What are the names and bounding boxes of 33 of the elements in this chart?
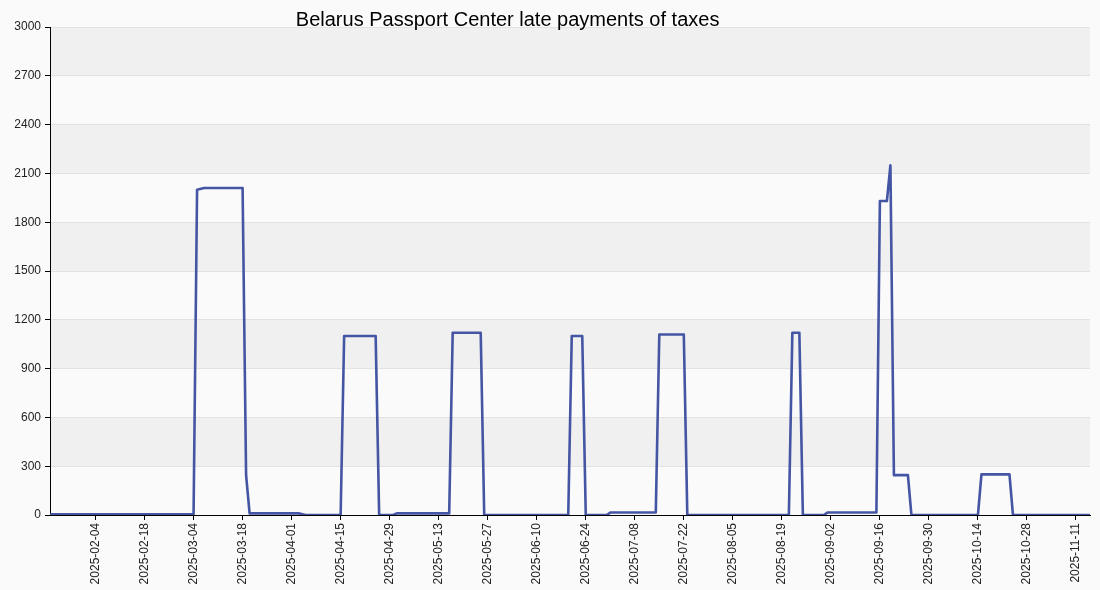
x-tick-label: 2025-04-15 [332, 522, 347, 585]
y-tick-label: 3000 [14, 19, 42, 34]
y-tick-label: 2400 [14, 116, 42, 131]
x-tick-label: 2025-05-13 [431, 522, 445, 585]
y-tick-label: 1800 [14, 214, 42, 229]
y-tick-label: 1200 [14, 312, 42, 327]
y-tick-label: 300 [20, 458, 42, 473]
x-tick-label: 2025-04-29 [381, 522, 396, 585]
y-tick-label: 2100 [14, 165, 42, 180]
x-tick-label: 2025-07-22 [676, 522, 691, 585]
x-tick-label: 2025-04-01 [283, 522, 298, 585]
x-tick-label: 2025-08-05 [725, 522, 740, 585]
x-tick-label: 2025-11-11 [1068, 522, 1083, 583]
y-tick-label: 1500 [14, 263, 42, 278]
x-tick-label: 2025-08-19 [774, 522, 789, 585]
x-tick-label: 2025-05-27 [480, 522, 495, 585]
x-tick-label: 2025-09-02 [823, 522, 838, 585]
y-tick-label: 0 [34, 507, 42, 522]
y-tick-label: 600 [20, 409, 42, 424]
x-tick-label: 2025-03-18 [234, 522, 249, 585]
x-tick-label: 2025-10-28 [1019, 522, 1034, 585]
chart-title: Belarus Passport Center late payments of taxes [295, 7, 720, 30]
x-tick-label: 2025-07-08 [627, 522, 642, 585]
x-tick-label: 2025-06-24 [578, 522, 593, 585]
x-tick-label: 2025-09-16 [872, 522, 887, 585]
x-tick-label: 2025-09-30 [921, 522, 936, 585]
x-tick-label: 2025-02-18 [136, 522, 151, 585]
x-tick-label: 2025-03-04 [185, 522, 200, 585]
x-tick-label: 2025-10-14 [970, 522, 985, 585]
x-tick-label: 2025-02-04 [87, 522, 102, 585]
y-tick-label: 900 [20, 360, 42, 375]
y-tick-label: 2700 [14, 68, 42, 83]
x-tick-label: 2025-06-10 [529, 522, 544, 585]
